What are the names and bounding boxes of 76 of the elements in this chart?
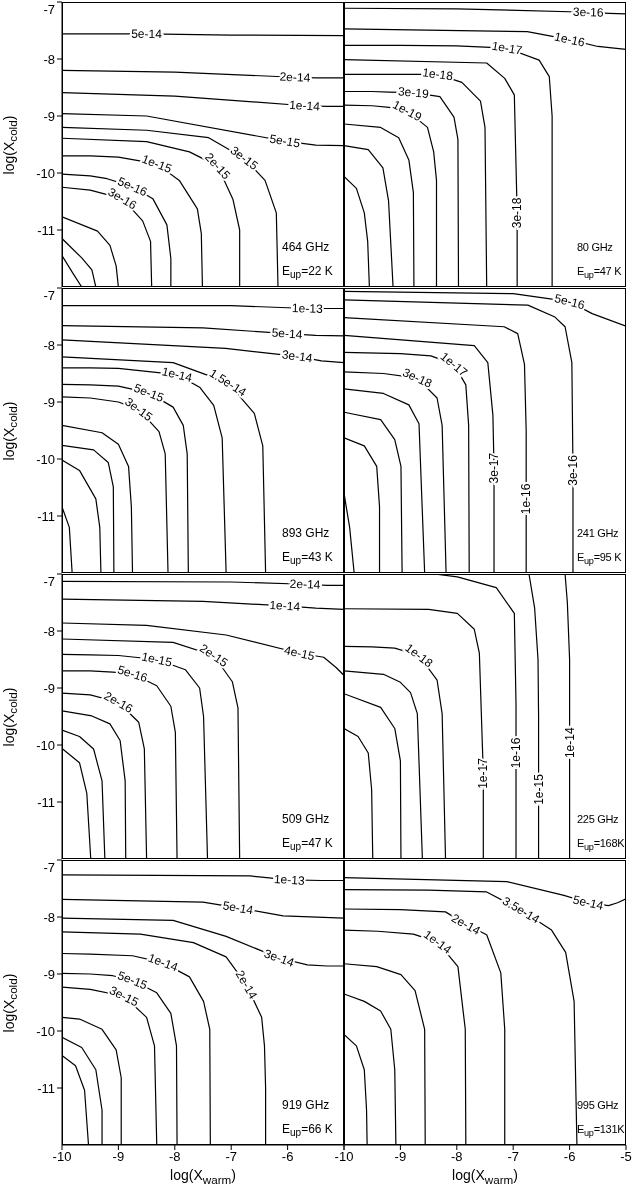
text: 1e-14 — [146, 950, 181, 975]
text: 1e-16 — [553, 29, 587, 50]
series-label: 2e-14 — [289, 576, 321, 592]
text: 5e-16 — [553, 291, 587, 313]
text: 1e-16 — [519, 483, 534, 515]
text: 4e-15 — [282, 642, 317, 664]
y-tick-label: -10 — [36, 451, 55, 467]
y-tick-label: -9 — [43, 108, 55, 124]
annotation: 464 GHz — [282, 239, 331, 256]
annotation: 995 GHz — [577, 1098, 620, 1113]
series-label: 1e-13 — [273, 871, 306, 888]
annotation: 509 GHz — [282, 811, 331, 828]
x-tick-label: -6 — [281, 1149, 294, 1165]
text: 5e-14 — [571, 892, 606, 914]
y-tick-label: -10 — [36, 737, 55, 753]
y-tick-label: -10 — [36, 165, 55, 181]
y-tick-label: -7 — [43, 1, 55, 17]
series-label: 1e-14 — [269, 598, 301, 614]
text: 3e-14 — [281, 347, 314, 366]
text: 1e-14 — [562, 727, 577, 759]
text: 5e-14 — [221, 898, 255, 918]
annotation: 80 GHz — [577, 240, 614, 255]
y-tick-label: -10 — [36, 1023, 55, 1039]
y-tick-label: -11 — [37, 222, 55, 238]
annotation: E$_{up}$=131K — [577, 1122, 625, 1141]
text: 3e-16 — [565, 454, 580, 486]
text: 1e-17 — [476, 757, 491, 789]
x-tick-label: -8 — [169, 1149, 181, 1165]
annotation: 225 GHz — [577, 812, 620, 827]
annotation: E$_{up}$=47 K — [282, 835, 333, 855]
x-tick-label: -10 — [334, 1149, 354, 1165]
x-tick-label: -7 — [507, 1149, 519, 1165]
x-tick-label: -8 — [451, 1149, 463, 1165]
y-tick-label: -7 — [43, 859, 55, 875]
annotation: E$_{up}$=66 K — [282, 1121, 333, 1141]
text: 1e-18 — [421, 65, 455, 84]
y-tick-label: -7 — [43, 573, 55, 589]
series-label: 2e-14 — [279, 69, 311, 85]
y-tick-label: -11 — [37, 508, 55, 524]
x-axis-title: log(X$_{warm}$) — [452, 1167, 518, 1186]
x-tick-label: -6 — [563, 1149, 576, 1165]
text: 1e-15 — [531, 773, 546, 805]
y-tick-label: -7 — [43, 287, 55, 303]
annotation: E$_{up}$=43 K — [282, 549, 333, 569]
text: 3e-17 — [487, 452, 502, 484]
y-tick-label: -9 — [43, 394, 55, 410]
text: 3e-18 — [400, 365, 435, 391]
annotation: E$_{up}$=168K — [577, 836, 625, 855]
text: 1e-17 — [490, 38, 524, 58]
series-label: 5e-14 — [271, 325, 304, 342]
x-axis-title: log(X$_{warm}$) — [170, 1167, 236, 1186]
x-tick-label: -7 — [225, 1149, 237, 1165]
y-tick-label: -9 — [43, 680, 55, 696]
y-tick-label: -8 — [43, 909, 55, 925]
series-label: 1e-14 — [288, 97, 321, 114]
x-tick-label: -5 — [620, 1149, 632, 1165]
text: 1e-15 — [139, 151, 174, 177]
text: 5e-15 — [268, 131, 302, 151]
y-tick-label: -8 — [43, 337, 55, 353]
y-tick-label: -8 — [43, 623, 55, 639]
x-tick-label: -9 — [394, 1149, 407, 1165]
y-tick-label: -11 — [37, 1080, 55, 1096]
annotation: E$_{up}$=95 K — [577, 550, 622, 569]
y-tick-label: -8 — [43, 51, 55, 67]
text: 3e-18 — [510, 197, 525, 229]
annotation: E$_{up}$=22 K — [282, 263, 333, 283]
text: 1e-16 — [509, 737, 524, 769]
annotation: 919 GHz — [282, 1097, 331, 1114]
y-tick-label: -9 — [43, 966, 55, 982]
annotation: 893 GHz — [282, 525, 331, 542]
annotation: 241 GHz — [577, 526, 620, 541]
x-tick-label: -9 — [112, 1149, 125, 1165]
y-tick-label: -11 — [37, 794, 55, 810]
annotation: E$_{up}$=47 K — [577, 264, 622, 283]
text: 1e-14 — [160, 364, 194, 385]
text: 3e-14 — [262, 946, 297, 970]
